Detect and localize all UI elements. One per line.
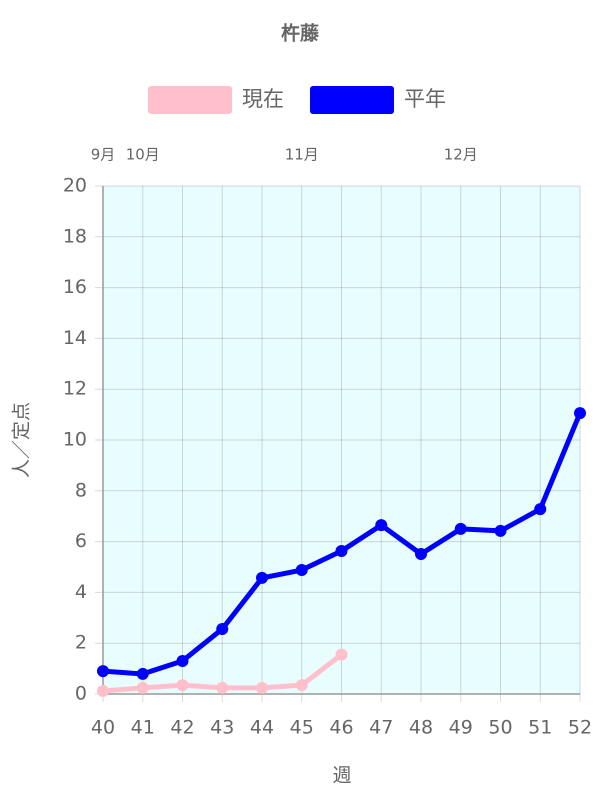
y-tick-label: 6 (75, 530, 87, 552)
data-point (216, 681, 229, 694)
data-point (176, 679, 189, 692)
y-tick-label: 2 (75, 632, 87, 654)
x-tick-label: 46 (329, 717, 353, 739)
x-tick-label: 49 (449, 717, 473, 739)
legend-label: 平年 (404, 87, 446, 111)
data-point (176, 654, 189, 667)
legend-label: 現在 (242, 87, 284, 111)
data-point (295, 679, 308, 692)
y-tick-label: 0 (75, 683, 87, 705)
y-tick-label: 14 (63, 327, 87, 349)
x2-tick-label: 11月 (285, 146, 319, 164)
data-point (574, 407, 586, 420)
x-tick-label: 51 (528, 717, 552, 739)
data-point (494, 524, 507, 537)
data-point (97, 665, 109, 678)
x2-tick-label: 12月 (444, 146, 478, 164)
data-point (216, 622, 229, 635)
legend-swatch (148, 86, 232, 114)
data-point (454, 522, 467, 535)
x-tick-label: 48 (409, 717, 433, 739)
x-tick-label: 41 (131, 717, 155, 739)
data-point (136, 667, 149, 680)
data-point (295, 564, 308, 577)
y-tick-label: 18 (63, 225, 87, 247)
chart-title: 杵藤 (281, 22, 320, 45)
y-tick-label: 12 (63, 378, 87, 400)
data-point (335, 648, 348, 661)
y-tick-label: 4 (75, 581, 87, 603)
x-tick-label: 42 (170, 717, 194, 739)
y-axis-label: 人／定点 (11, 402, 33, 478)
x-tick-label: 40 (91, 717, 115, 739)
data-point (375, 519, 388, 532)
x-tick-label: 43 (210, 717, 234, 739)
data-point (335, 544, 348, 557)
y-tick-label: 20 (63, 175, 87, 197)
data-point (415, 548, 427, 561)
data-point (256, 681, 268, 694)
data-point (256, 571, 268, 584)
x2-tick-label: 10月 (126, 146, 160, 164)
data-point (136, 681, 149, 694)
x-tick-label: 50 (488, 717, 512, 739)
x-tick-label: 45 (290, 717, 314, 739)
x2-tick-label: 9月 (91, 146, 116, 164)
y-tick-label: 10 (63, 429, 87, 451)
y-tick-label: 8 (75, 479, 87, 501)
x-tick-label: 52 (568, 717, 592, 739)
plot-background (103, 186, 580, 694)
x-axis-label: 週 (332, 765, 351, 787)
y-tick-label: 16 (63, 276, 87, 298)
data-point (534, 503, 547, 516)
data-point (97, 684, 109, 697)
x-tick-label: 47 (369, 717, 393, 739)
x-tick-label: 44 (250, 717, 274, 739)
legend-swatch (310, 86, 394, 114)
